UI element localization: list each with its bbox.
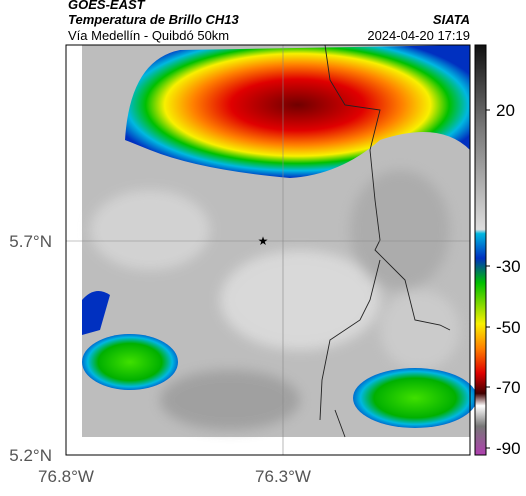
lat-label: 5.7°N [9,232,52,251]
svg-text:★: ★ [258,234,269,248]
satellite-image: ★ [65,44,477,456]
source: SIATA [433,12,470,27]
satellite: GOES-EAST [68,0,146,12]
lon-label: 76.8°W [38,467,94,486]
location: Vía Medellín - Quibdó 50km [68,28,229,43]
colorbar-tick: -70 [496,378,521,397]
lat-label: 5.2°N [9,446,52,465]
colorbar-tick: -50 [496,318,521,337]
colorbar: 20 -30 -50 -70 -90 [474,44,521,458]
datetime: 2024-04-20 17:19 [367,28,470,43]
lon-label: 76.3°W [255,467,311,486]
colorbar-tick: -90 [496,439,521,458]
colorbar-tick: -30 [496,257,521,276]
product: Temperatura de Brillo CH13 [68,12,240,27]
colorbar-tick: 20 [496,101,515,120]
